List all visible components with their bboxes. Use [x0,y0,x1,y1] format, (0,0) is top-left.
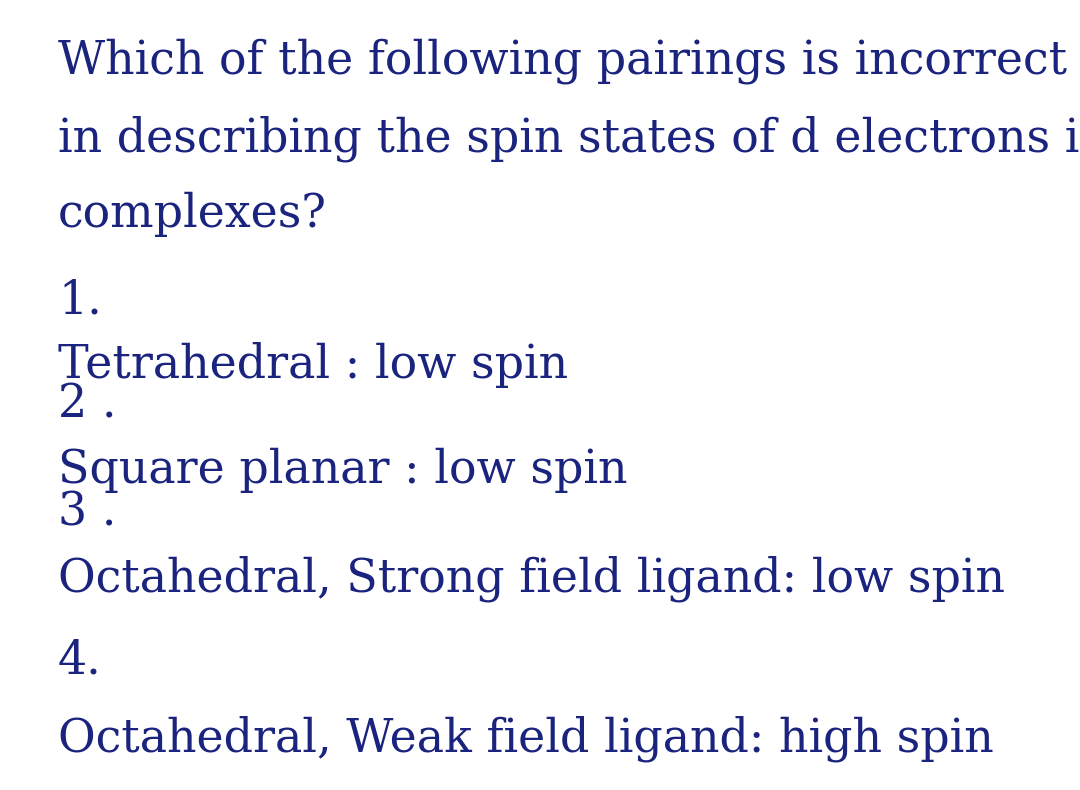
Text: 2 .: 2 . [58,382,117,427]
Text: Octahedral, Weak field ligand: high spin: Octahedral, Weak field ligand: high spin [58,715,994,762]
Text: 3 .: 3 . [58,490,117,536]
Text: Octahedral, Strong field ligand: low spin: Octahedral, Strong field ligand: low spi… [58,556,1005,603]
Text: 1.: 1. [58,278,102,323]
Text: in describing the spin states of d electrons in: in describing the spin states of d elect… [58,115,1080,161]
Text: Which of the following pairings is incorrect: Which of the following pairings is incor… [58,38,1067,84]
Text: complexes?: complexes? [58,192,327,237]
Text: Tetrahedral : low spin: Tetrahedral : low spin [58,342,568,388]
Text: Square planar : low spin: Square planar : low spin [58,448,627,493]
Text: 4.: 4. [58,638,102,683]
